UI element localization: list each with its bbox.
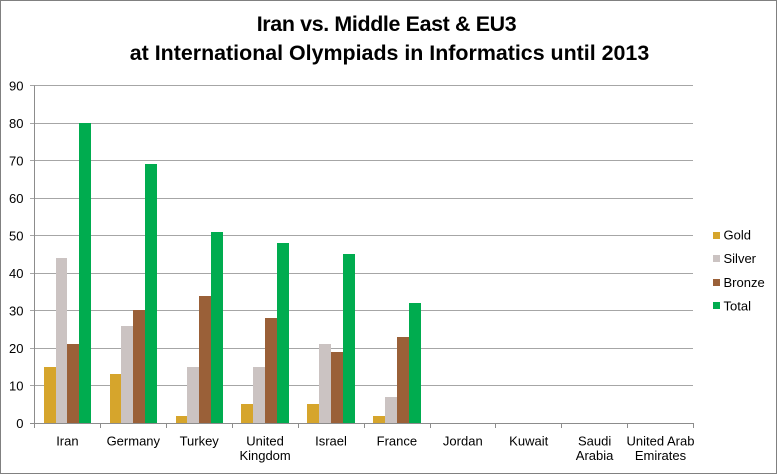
svg-text:40: 40 xyxy=(9,266,23,281)
svg-text:90: 90 xyxy=(9,79,23,94)
svg-text:Turkey: Turkey xyxy=(180,434,220,449)
svg-text:20: 20 xyxy=(9,341,23,356)
svg-text:Saudi: Saudi xyxy=(578,434,611,449)
svg-text:Total: Total xyxy=(724,298,752,313)
svg-text:80: 80 xyxy=(9,116,23,131)
svg-text:United: United xyxy=(246,434,284,449)
svg-text:Arabia: Arabia xyxy=(576,448,614,463)
svg-text:Kingdom: Kingdom xyxy=(239,448,290,463)
svg-text:10: 10 xyxy=(9,379,23,394)
svg-text:Bronze: Bronze xyxy=(724,275,765,290)
svg-text:70: 70 xyxy=(9,154,23,169)
svg-text:0: 0 xyxy=(16,416,23,431)
svg-text:Emirates: Emirates xyxy=(635,448,687,463)
svg-text:France: France xyxy=(377,434,417,449)
svg-text:50: 50 xyxy=(9,229,23,244)
svg-text:Kuwait: Kuwait xyxy=(509,434,548,449)
svg-text:Germany: Germany xyxy=(107,434,161,449)
svg-text:Iran: Iran xyxy=(56,434,78,449)
svg-text:Gold: Gold xyxy=(724,228,751,243)
svg-text:60: 60 xyxy=(9,191,23,206)
svg-text:United Arab: United Arab xyxy=(627,434,695,449)
svg-text:Israel: Israel xyxy=(315,434,347,449)
svg-text:30: 30 xyxy=(9,304,23,319)
svg-text:Silver: Silver xyxy=(724,251,757,266)
svg-text:Jordan: Jordan xyxy=(443,434,483,449)
